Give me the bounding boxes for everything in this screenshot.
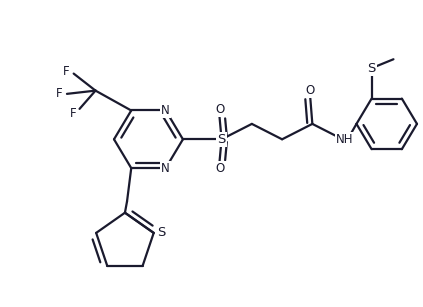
- Text: S: S: [368, 62, 376, 75]
- Text: N: N: [161, 161, 170, 175]
- Text: F: F: [70, 107, 77, 120]
- Text: S: S: [157, 226, 165, 239]
- Text: F: F: [56, 87, 63, 100]
- Text: O: O: [306, 84, 315, 97]
- Text: S: S: [217, 133, 226, 146]
- Text: O: O: [216, 162, 225, 175]
- Text: F: F: [63, 65, 69, 78]
- Text: O: O: [216, 103, 225, 116]
- Text: N: N: [161, 104, 170, 117]
- Text: NH: NH: [336, 133, 354, 146]
